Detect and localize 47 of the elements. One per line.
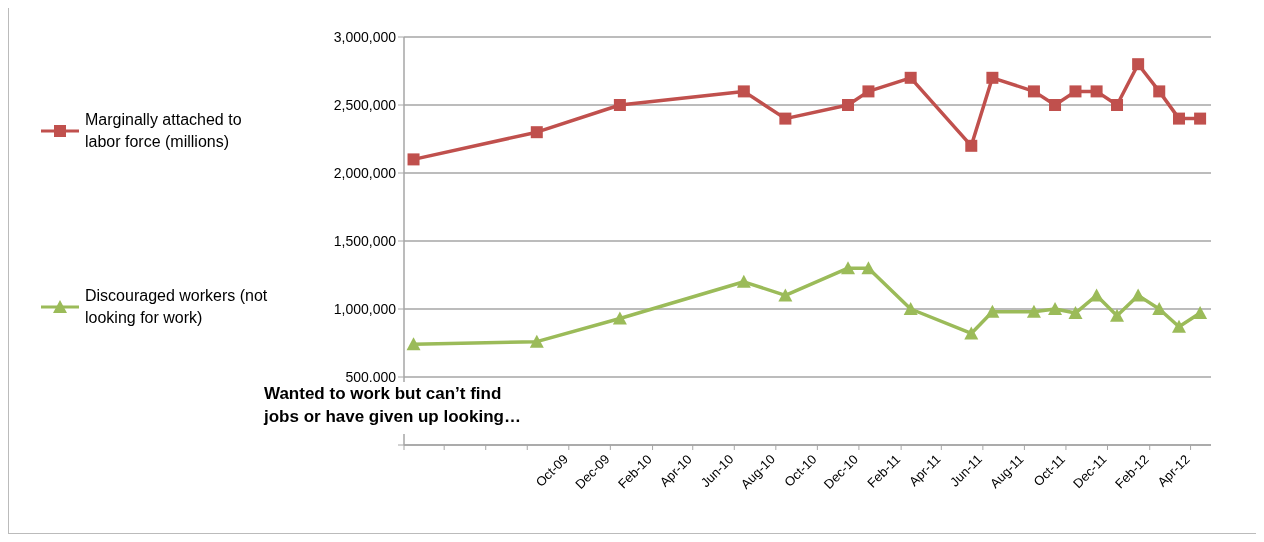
point [737,85,750,98]
point [861,261,876,275]
point [779,112,792,125]
point [841,261,856,275]
point [965,139,978,152]
legend-label: Discouraged workers (not looking for work) [85,286,269,328]
point [985,304,1000,318]
point [862,85,875,98]
point [1089,288,1104,302]
point [407,153,420,166]
point [529,334,544,348]
point [612,311,627,325]
point [613,99,626,111]
point [1172,112,1185,125]
point [1090,85,1103,98]
point [530,126,543,139]
point [986,71,999,84]
point [1048,302,1063,315]
point [1132,58,1145,71]
point [1194,112,1207,125]
y-tick-label: 2,000,000 [333,164,397,181]
point [964,326,979,340]
point [1171,319,1186,333]
point [1153,85,1166,98]
point [1131,288,1146,302]
legend-label: Marginally attached to labor force (millions) [85,110,243,152]
point [842,99,855,111]
point [1110,308,1125,322]
point [406,337,421,351]
point [1193,306,1208,320]
y-tick-label: 3,000,000 [333,28,397,45]
point [1049,99,1062,111]
point [736,274,751,288]
y-tick-label: 500,000 [345,368,397,385]
y-tick-label: 1,000,000 [333,300,397,317]
point [778,288,793,302]
y-tick-label: 1,500,000 [333,232,397,249]
point [1026,304,1041,318]
point [1111,99,1124,111]
point [1027,85,1040,98]
point [1068,306,1083,320]
point [903,302,918,315]
annotation: Wanted to work but can’t find jobs or have given up looking… [264,382,538,434]
point [904,71,917,84]
point [1152,302,1167,315]
point [1069,85,1082,98]
y-tick-label: 2,500,000 [333,96,397,113]
